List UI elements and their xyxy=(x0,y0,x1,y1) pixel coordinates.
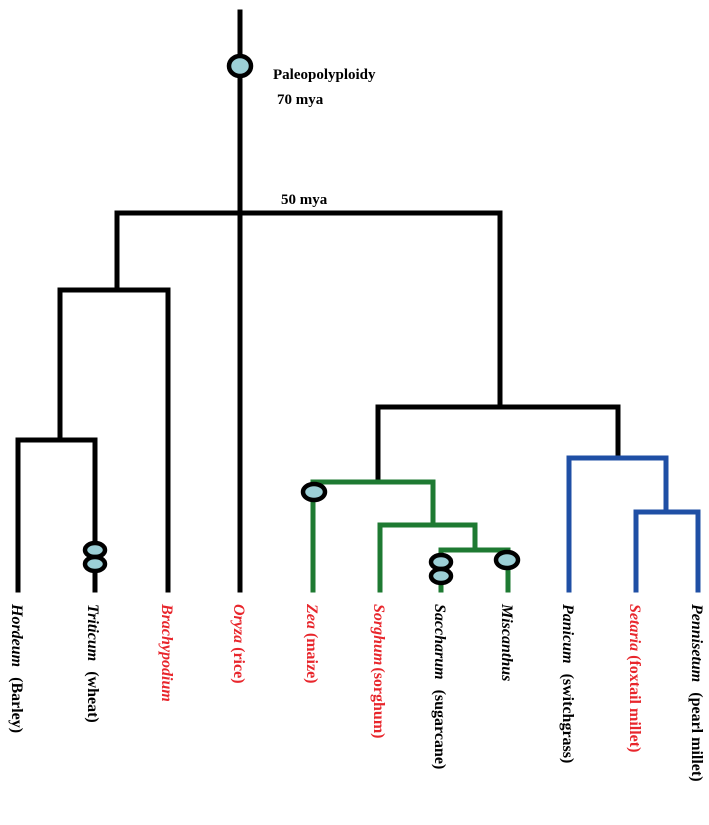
genus-name: Hordeum xyxy=(8,603,25,667)
paleopolyploidy-age-label: 70 mya xyxy=(277,92,324,108)
genus-name: Sorghum xyxy=(370,604,387,665)
paleopolyploidy-label: Paleopolyploidy xyxy=(273,67,376,83)
genus-name: Saccharum xyxy=(431,604,448,680)
genus-name: Zea xyxy=(303,603,320,629)
oval-icon-zea xyxy=(300,481,328,503)
genus-name: Panicum xyxy=(559,603,576,664)
common-name: (switchgrass) xyxy=(559,674,576,764)
taxon-label-sorghum: Sorghum (sorghum) xyxy=(370,604,387,738)
taxon-label-panicum: Panicum (switchgrass) xyxy=(559,603,576,763)
oval-icon-miscanthus xyxy=(493,549,521,571)
taxon-label-hordeum: Hordeum (Barley) xyxy=(8,603,25,733)
black-branches xyxy=(15,9,621,593)
oval-icon-triticum-lower xyxy=(82,554,108,574)
taxon-label-brachypodium: Brachypodium xyxy=(158,603,175,702)
common-name: (sugarcane) xyxy=(431,690,448,770)
taxon-label-miscanthus: Miscanthus xyxy=(498,603,515,681)
taxon-label-oryza: Oryza (rice) xyxy=(230,604,247,684)
oval-icon-saccharum-lower xyxy=(428,566,454,586)
oval-icon-paleopolyploidy xyxy=(226,53,254,79)
taxon-label-triticum: Triticum (wheat) xyxy=(84,604,101,723)
taxon-label-pennisetum: Pennisetum (pearl millet) xyxy=(688,603,705,782)
genus-name: Brachypodium xyxy=(158,603,175,702)
genus-name: Oryza xyxy=(230,604,247,643)
taxon-label-zea: Zea (maize) xyxy=(303,603,320,684)
taxon-labels: Hordeum (Barley) Triticum (wheat) Brachypo… xyxy=(8,603,705,782)
taxon-label-saccharum: Saccharum (sugarcane) xyxy=(431,604,448,769)
common-name: (foxtail millet) xyxy=(626,655,643,752)
blue-branches xyxy=(566,455,701,593)
common-name: (pearl millet) xyxy=(688,692,705,781)
common-name: (wheat) xyxy=(84,671,101,723)
genus-name: Setaria xyxy=(626,604,643,651)
taxon-label-setaria: Setaria (foxtail millet) xyxy=(626,604,643,752)
duplication-markers xyxy=(82,53,521,586)
common-name: (Barley) xyxy=(8,677,25,733)
genus-name: Pennisetum xyxy=(688,603,705,682)
genus-name: Miscanthus xyxy=(498,603,515,681)
genus-name: Triticum xyxy=(84,604,101,661)
common-name: (maize) xyxy=(303,633,320,684)
split-age-label: 50 mya xyxy=(281,192,328,208)
common-name: (rice) xyxy=(230,647,247,683)
common-name: (sorghum) xyxy=(370,667,387,738)
green-branches xyxy=(310,479,511,593)
